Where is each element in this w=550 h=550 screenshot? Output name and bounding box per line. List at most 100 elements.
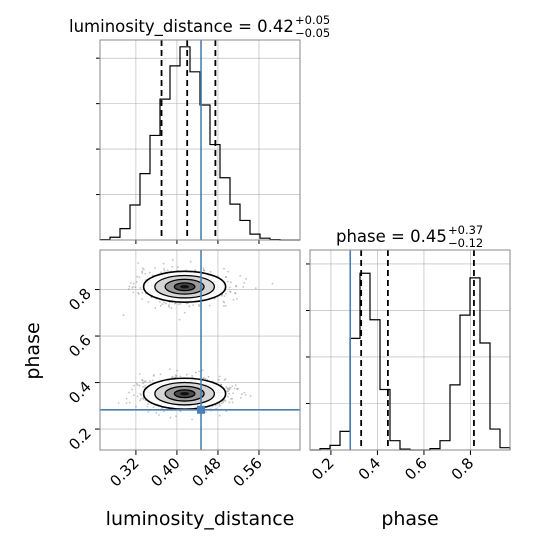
scatter-point <box>233 387 236 390</box>
scatter-point <box>207 375 210 378</box>
scatter-point <box>228 392 231 395</box>
title-phase-plus: +0.37 <box>448 223 483 237</box>
xlabel-phase: phase <box>381 508 438 530</box>
scatter-point <box>146 405 149 408</box>
scatter-point <box>243 281 246 284</box>
scatter-point <box>223 295 226 297</box>
scatter-point <box>242 285 245 288</box>
title-luminosity-distance-minus: −0.05 <box>295 26 330 40</box>
scatter-point <box>228 386 231 389</box>
scatter-point <box>171 265 174 268</box>
title-luminosity-distance-plus: +0.05 <box>295 13 330 27</box>
scatter-point <box>137 293 140 295</box>
scatter-point <box>173 376 176 379</box>
title-phase: phase = 0.45 <box>336 227 447 246</box>
scatter-point <box>191 374 194 377</box>
scatter-point <box>220 294 223 297</box>
scatter-point <box>161 303 164 306</box>
scatter-point <box>163 301 166 304</box>
scatter-point <box>236 388 238 390</box>
scatter-xtick-label-2: 0.48 <box>188 454 224 490</box>
scatter-point <box>137 291 140 294</box>
scatter-point <box>153 373 155 376</box>
scatter-point <box>194 269 197 271</box>
scatter-point <box>218 403 221 406</box>
scatter-point <box>141 298 144 300</box>
scatter-point <box>141 267 144 270</box>
scatter-point <box>159 304 162 307</box>
scatter-point <box>151 274 154 277</box>
scatter-point <box>144 380 147 383</box>
scatter-point <box>140 397 142 400</box>
hist-ph-xtick-label-3: 0.8 <box>448 454 478 484</box>
scatter-point <box>162 262 165 265</box>
scatter-point <box>208 304 211 307</box>
scatter-point <box>142 398 145 401</box>
scatter-point <box>138 276 141 279</box>
scatter-point <box>169 416 172 419</box>
scatter-point <box>131 388 133 391</box>
scatter-point <box>234 292 236 294</box>
scatter-point <box>245 278 247 280</box>
contour-mode0-level4 <box>180 285 190 289</box>
scatter-point <box>135 382 138 385</box>
scatter-point <box>122 314 125 317</box>
scatter-point <box>155 412 158 414</box>
scatter-point <box>224 276 227 278</box>
scatter-point <box>209 270 212 273</box>
scatter-point <box>128 391 130 394</box>
scatter-point <box>140 394 142 396</box>
scatter-point <box>234 384 237 386</box>
scatter-point <box>142 385 145 388</box>
hist-ph-steps <box>310 272 511 451</box>
scatter-point <box>185 373 188 376</box>
hist-ph-xtick-label-1: 0.4 <box>355 454 385 484</box>
scatter-point <box>202 377 205 379</box>
scatter-point <box>205 411 208 414</box>
scatter-point <box>201 369 204 372</box>
scatter-point <box>227 280 229 283</box>
scatter-point <box>147 301 150 303</box>
scatter-point <box>229 291 232 294</box>
scatter-point <box>143 380 146 383</box>
scatter-point <box>132 282 135 285</box>
scatter-point <box>139 287 142 289</box>
scatter-point <box>232 392 235 395</box>
scatter-point <box>231 397 234 400</box>
scatter-point <box>203 269 206 272</box>
scatter-point <box>220 402 223 405</box>
scatter-point <box>165 302 167 305</box>
ylabel-phase: phase <box>22 322 44 379</box>
xlabel-luminosity-distance: luminosity_distance <box>106 508 295 530</box>
scatter-point <box>226 388 229 390</box>
hist-ph-frame <box>309 249 511 451</box>
scatter-point <box>235 285 238 288</box>
hist-ph-xtick-label-0: 0.2 <box>308 454 338 484</box>
scatter-point <box>134 286 137 289</box>
scatter-point <box>202 267 205 270</box>
scatter-point <box>127 288 130 291</box>
scatter-point <box>227 390 229 393</box>
scatter-point <box>168 305 170 308</box>
scatter-point <box>214 404 217 407</box>
scatter-point <box>203 269 205 271</box>
scatter-point <box>143 268 145 271</box>
scatter-point <box>227 395 229 398</box>
title-luminosity-distance: luminosity_distance = 0.42 <box>69 17 294 37</box>
scatter-point <box>154 267 157 269</box>
scatter-point <box>232 298 235 301</box>
scatter-point <box>142 382 144 385</box>
scatter-point <box>179 410 182 413</box>
scatter-point <box>228 286 231 289</box>
scatter-point <box>230 281 232 284</box>
scatter-point <box>223 379 226 382</box>
scatter-point <box>218 378 220 381</box>
scatter-point <box>234 284 237 287</box>
scatter-point <box>136 384 139 387</box>
scatter-point <box>138 372 141 375</box>
scatter-point <box>225 385 228 388</box>
scatter-point <box>244 393 247 396</box>
hist-ph-xtick-label-2: 0.6 <box>401 454 431 484</box>
scatter-point <box>132 291 135 294</box>
scatter-point <box>166 269 169 272</box>
